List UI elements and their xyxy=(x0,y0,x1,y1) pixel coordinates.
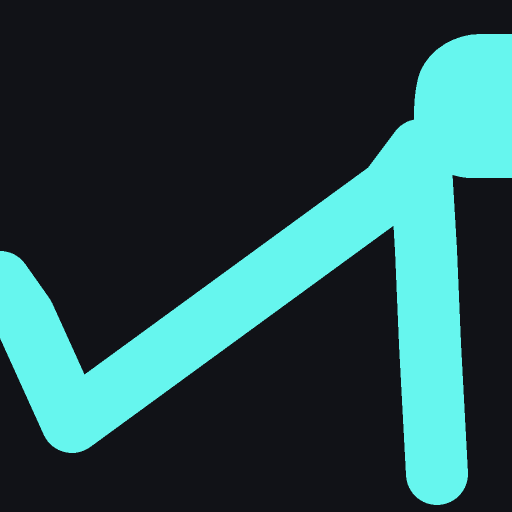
freehand-stroke-vertical xyxy=(389,119,468,505)
freehand-stroke-diagonal xyxy=(0,119,451,453)
freehand-stroke-blob xyxy=(414,34,512,178)
